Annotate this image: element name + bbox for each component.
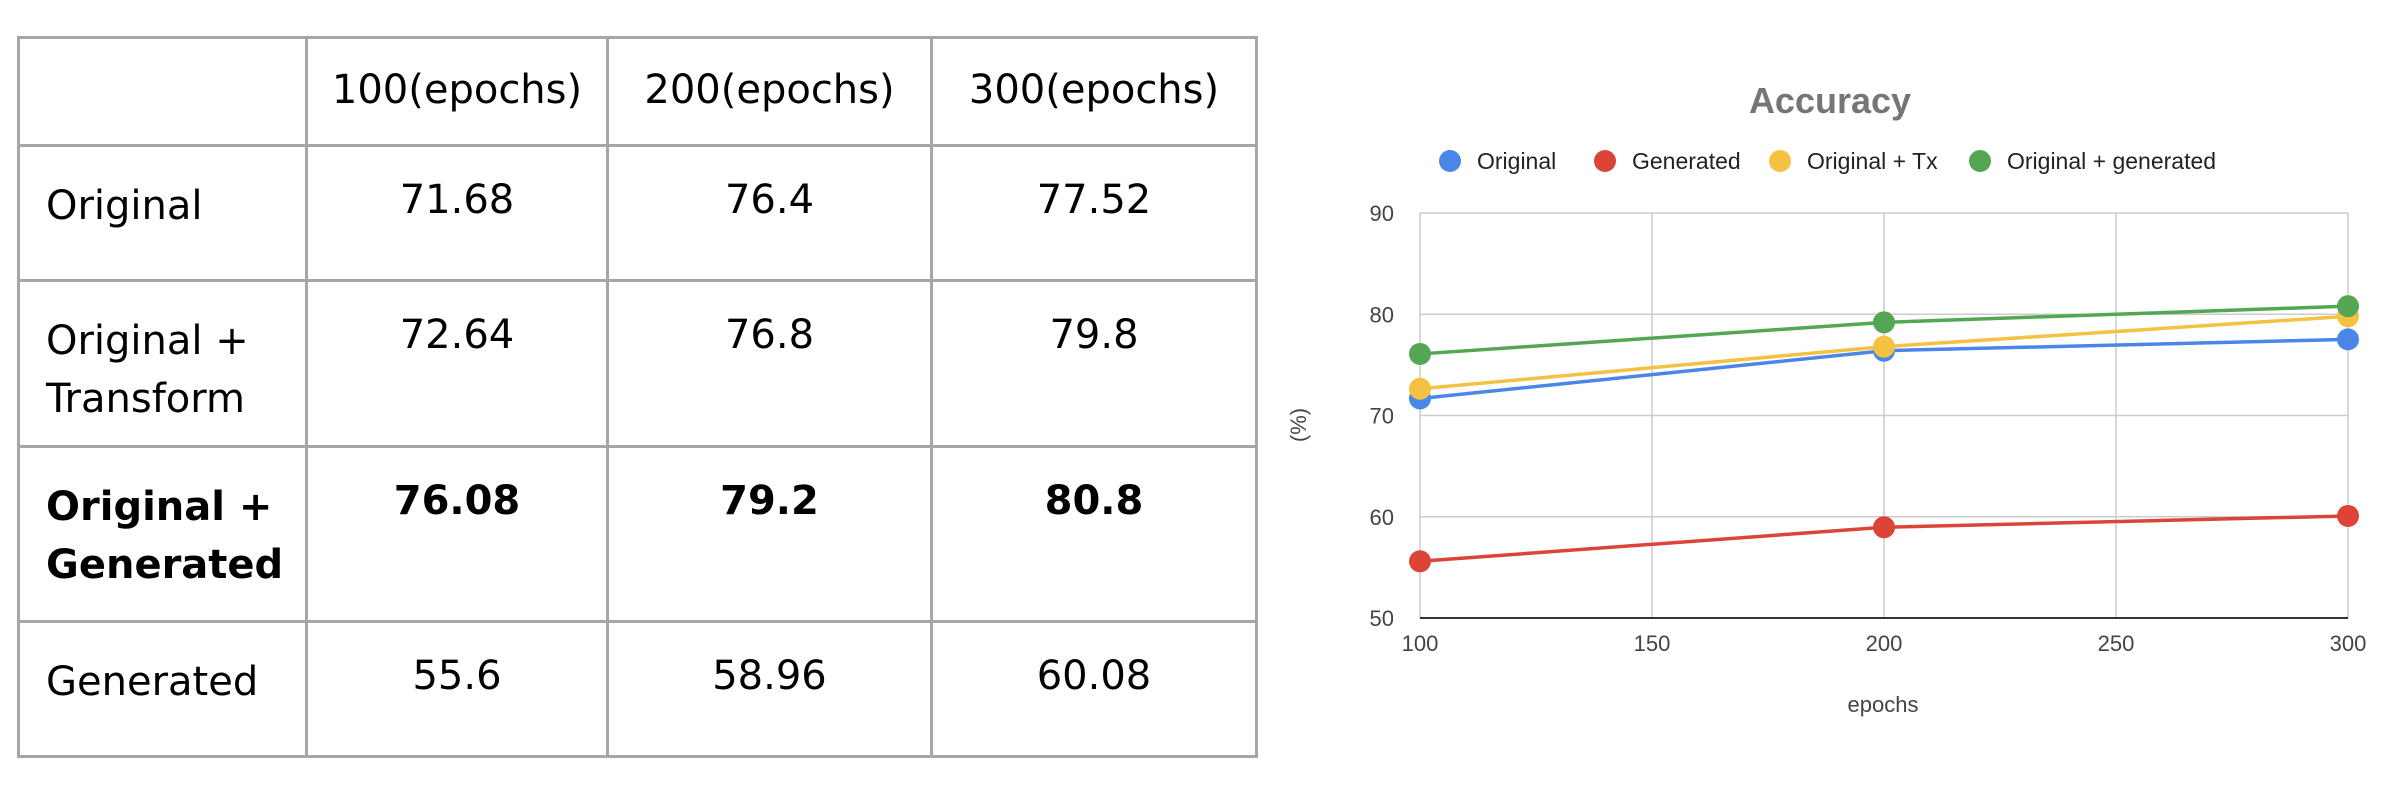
legend-marker [1969,150,1991,172]
table-cell: 58.96 [606,620,933,758]
x-tick-label: 300 [2330,631,2367,656]
row-label-original: Original [17,144,308,282]
x-tick-label: 150 [1634,631,1671,656]
row-label-original-generated: Original + Generated [17,445,308,623]
table-cell: 60.08 [930,620,1258,758]
table-row-original-transform: Original + Transform 72.64 76.8 79.8 [17,279,1258,448]
legend-marker [1594,150,1616,172]
table-row-generated: Generated 55.6 58.96 60.08 [17,620,1258,758]
table-cell: 76.8 [606,279,933,448]
table-cell: 76.08 [305,445,609,623]
table-row-original-generated: Original + Generated 76.08 79.2 80.8 [17,445,1258,623]
legend-label: Original + generated [2007,148,2216,174]
column-header-200: 200(epochs) [606,36,933,147]
accuracy-line-chart: Accuracy Original Generated Original + Tx O… [1286,80,2367,717]
x-tick-label: 100 [1402,631,1439,656]
data-point [1409,550,1431,573]
column-header-100: 100(epochs) [305,36,609,147]
column-header-300: 300(epochs) [930,36,1258,147]
legend-label: Original + Tx [1807,148,1938,174]
row-label-generated: Generated [17,620,308,758]
legend-label: Original [1477,148,1556,174]
x-axis-label: epochs [1848,692,1919,717]
row-label-original-transform: Original + Transform [17,279,308,448]
chart-legend: Original Generated Original + Tx Original +… [1439,148,2216,174]
data-point [2337,328,2359,351]
table-cell: 79.2 [606,445,933,623]
y-tick-label: 90 [1370,201,1394,226]
y-tick-label: 60 [1370,505,1394,530]
table-cell: 79.8 [930,279,1258,448]
table-header-row: 100(epochs) 200(epochs) 300(epochs) [17,36,1258,147]
table-corner-cell [17,36,308,147]
table-cell: 77.52 [930,144,1258,282]
table-row-original: Original 71.68 76.4 77.52 [17,144,1258,282]
legend-marker [1769,150,1791,172]
chart-gridlines [1419,212,2349,619]
table-cell: 71.68 [305,144,609,282]
table-cell: 80.8 [930,445,1258,623]
data-point [1873,335,1895,358]
chart-title: Accuracy [1749,80,1911,121]
x-tick-label: 200 [1866,631,1903,656]
y-tick-label: 70 [1370,404,1394,429]
legend-marker [1439,150,1461,172]
chart-series [1409,295,2359,573]
chart-tick-labels: 50 60 70 80 90 100 150 200 250 300 [1370,201,2367,656]
data-point [2337,504,2359,527]
data-point [1409,342,1431,365]
table-cell: 76.4 [606,144,933,282]
data-point [1873,311,1895,334]
table-cell: 55.6 [305,620,609,758]
data-point [1409,377,1431,400]
results-table: 100(epochs) 200(epochs) 300(epochs) Orig… [17,36,1258,758]
y-tick-label: 80 [1370,302,1394,327]
y-tick-label: 50 [1370,606,1394,631]
legend-label: Generated [1632,148,1741,174]
y-axis-label: (%) [1286,408,1311,442]
table-cell: 72.64 [305,279,609,448]
data-point [1873,516,1895,539]
data-point [2337,295,2359,318]
x-tick-label: 250 [2098,631,2135,656]
